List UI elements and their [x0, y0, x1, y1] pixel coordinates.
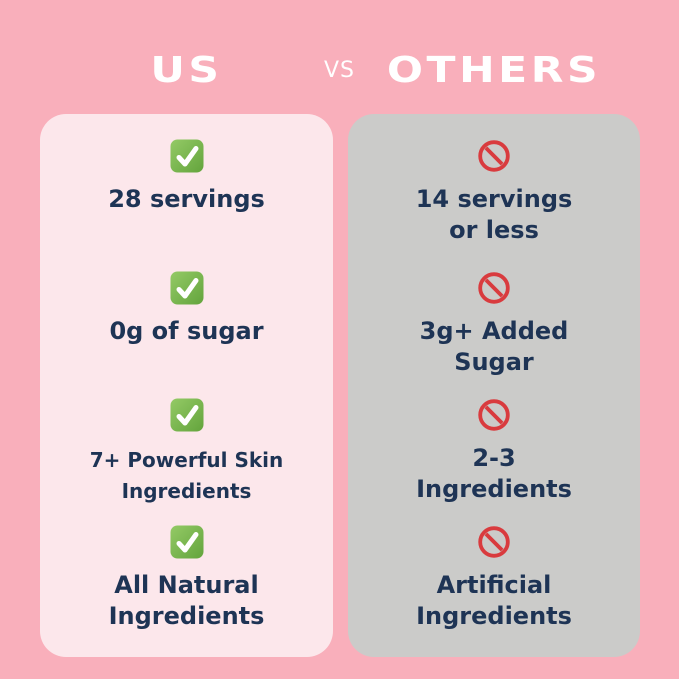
feature-text: Ingredients: [416, 602, 572, 630]
feature-text: 7+ Powerful Skin: [89, 448, 284, 472]
prohibited-icon: [476, 524, 512, 560]
feature-text: 0g of sugar: [109, 317, 264, 345]
comparison-item: Artificial Ingredients: [348, 524, 640, 632]
feature-text: Sugar: [454, 348, 534, 376]
feature-text: or less: [449, 216, 539, 244]
feature-text: Artificial: [436, 571, 552, 599]
others-heading: OTHERS: [386, 50, 602, 91]
comparison-item: 14 servings or less: [348, 138, 640, 246]
comparison-item: 3g+ Added Sugar: [348, 270, 640, 378]
others-card: 14 servings or less 3g+ Added Sugar 2-3 …: [348, 114, 640, 657]
feature-text: Ingredients: [416, 475, 572, 503]
check-icon: [169, 524, 205, 560]
comparison-item: 2-3 Ingredients: [348, 397, 640, 505]
us-card: 28 servings 0g of sugar 7+ Powerful Skin…: [40, 114, 333, 657]
feature-text: 28 servings: [108, 185, 265, 213]
feature-text: 14 servings: [415, 185, 573, 213]
prohibited-icon: [476, 270, 512, 306]
vs-label: VS: [323, 58, 355, 83]
feature-text: Ingredients: [108, 602, 265, 630]
comparison-item: All Natural Ingredients: [40, 524, 333, 632]
check-icon: [169, 270, 205, 306]
prohibited-icon: [476, 138, 512, 174]
feature-text: Ingredients: [121, 479, 252, 503]
prohibited-icon: [476, 397, 512, 433]
comparison-item: 28 servings: [40, 138, 333, 215]
comparison-item: 7+ Powerful Skin Ingredients: [40, 397, 333, 507]
feature-text: All Natural: [114, 571, 259, 599]
feature-text: 3g+ Added: [419, 317, 569, 345]
feature-text: 2-3: [472, 444, 516, 472]
check-icon: [169, 397, 205, 433]
comparison-item: 0g of sugar: [40, 270, 333, 347]
check-icon: [169, 138, 205, 174]
us-heading: US: [150, 50, 223, 91]
